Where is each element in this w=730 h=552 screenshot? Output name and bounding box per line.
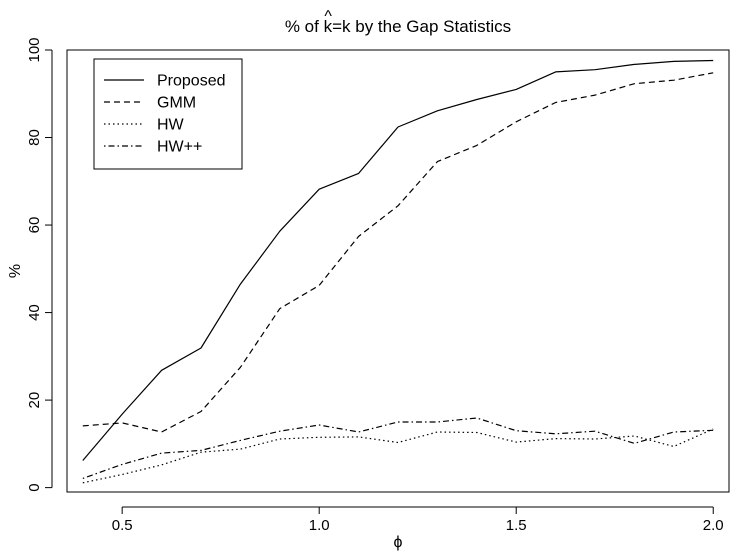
y-axis-label: % (7, 264, 24, 278)
chart-title: % of k=k by the Gap Statistics (285, 17, 511, 36)
x-tick-label: 2.0 (703, 517, 724, 534)
legend: Proposed GMM HW HW++ (93, 58, 243, 170)
x-tick-label: 0.5 (112, 517, 133, 534)
legend-label: GMM (157, 95, 196, 112)
legend-label: HW++ (157, 139, 202, 156)
plot-frame (66, 49, 730, 493)
series-line-hw (82, 428, 714, 484)
x-axis-label: ϕ (394, 534, 403, 551)
legend-box (93, 58, 243, 170)
y-tick-label: 60 (26, 217, 43, 234)
series-layer (82, 59, 714, 484)
y-tick-label: 40 (26, 304, 43, 321)
axes: 0.5 1.0 1.5 2.0 0 20 40 60 80 100 (26, 37, 724, 534)
legend-label: HW (157, 117, 185, 134)
title-hat-mark: ^ (324, 8, 332, 25)
x-tick-label: 1.5 (506, 517, 527, 534)
series-line-hw- (82, 417, 714, 479)
y-tick-label: 0 (26, 483, 43, 491)
y-tick-label: 80 (26, 129, 43, 146)
series-line-gmm (82, 72, 714, 433)
x-tick-label: 1.0 (309, 517, 330, 534)
y-tick-label: 100 (26, 37, 43, 62)
y-tick-label: 20 (26, 392, 43, 409)
title-hat-letter: k (324, 17, 333, 36)
legend-label: Proposed (157, 73, 226, 90)
series-line-proposed (82, 59, 714, 461)
